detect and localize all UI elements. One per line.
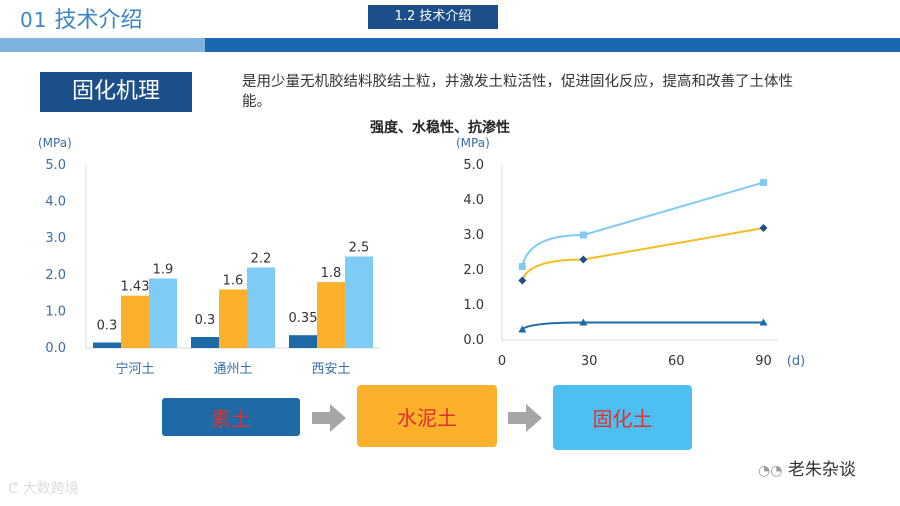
bar-data-label: 1.9 xyxy=(153,262,174,277)
y-tick-label: 1.0 xyxy=(463,298,484,313)
x-tick-label: 30 xyxy=(581,354,598,369)
bar xyxy=(191,337,219,348)
x-category-label: 宁河土 xyxy=(115,361,154,377)
bar xyxy=(219,289,247,348)
series-line xyxy=(521,181,764,267)
watermark-right: ◔◔ 老朱杂谈 xyxy=(758,455,856,480)
watermark-left-logo-icon: ᕦ xyxy=(8,481,19,497)
flow-step-cured-soil: 固化土 xyxy=(553,385,692,450)
watermark-left: ᕦ 大数跨境 xyxy=(8,478,79,498)
series-marker xyxy=(759,318,768,326)
flow-step-plain-soil-label: 素土 xyxy=(211,406,251,431)
y-tick-label: 1.0 xyxy=(45,304,66,319)
chart-heading: 强度、水稳性、抗渗性 xyxy=(370,120,510,136)
bar xyxy=(289,335,317,348)
bar-data-label: 2.5 xyxy=(349,241,370,256)
page-title: 01 技术介绍 xyxy=(20,2,142,34)
section-number: 01 xyxy=(20,8,48,32)
bar-data-label: 1.43 xyxy=(121,280,150,295)
bar-data-label: 1.6 xyxy=(223,273,244,288)
bar xyxy=(93,342,121,348)
watermark-left-text: 大数跨境 xyxy=(22,481,79,497)
series-marker xyxy=(579,231,587,239)
bar-data-label: 0.3 xyxy=(195,313,216,328)
series-marker xyxy=(579,318,588,326)
y-tick-label: 0.0 xyxy=(45,341,66,356)
flow-arrow-icon xyxy=(312,404,346,432)
bar-data-label: 1.8 xyxy=(321,266,342,281)
y-axis-label: (MPa) xyxy=(38,136,72,150)
section-tab[interactable]: 1.2 技术介绍 xyxy=(368,5,498,29)
x-tick-label: 90 xyxy=(755,354,772,369)
flow-step-cement-soil-label: 水泥土 xyxy=(397,405,457,430)
header-bar-dark xyxy=(205,38,900,52)
bar-data-label: 2.2 xyxy=(251,251,272,266)
series-marker xyxy=(518,276,527,285)
header-bar-light xyxy=(0,38,205,52)
series-marker xyxy=(759,179,767,186)
bar-data-label: 0.35 xyxy=(289,311,318,326)
series-marker xyxy=(518,263,526,270)
flow-step-plain-soil: 素土 xyxy=(162,398,300,436)
bar-chart: (MPa) 0.0 1.0 2.0 3.0 4.0 5.0 0.3 1.431.9 宁河土 0.3 1… xyxy=(38,136,380,377)
watermark-right-text: 老朱杂谈 xyxy=(787,460,856,480)
bar-data-label: 0.3 xyxy=(97,319,118,334)
y-tick-label: 5.0 xyxy=(45,158,66,173)
flow-step-cured-soil-label: 固化土 xyxy=(592,407,653,431)
y-tick-label: 4.0 xyxy=(463,193,484,208)
x-category-label: 通州土 xyxy=(213,362,252,377)
bar xyxy=(121,295,149,348)
series-line xyxy=(521,227,764,281)
x-tick-label: 0 xyxy=(498,354,506,369)
series-marker xyxy=(518,325,527,333)
y-tick-label: 3.0 xyxy=(463,228,484,243)
mechanism-label: 固化机理 xyxy=(40,72,192,112)
bar xyxy=(345,256,373,348)
x-axis-label: (d) xyxy=(787,354,805,369)
y-tick-label: 2.0 xyxy=(463,263,484,278)
y-tick-label: 4.0 xyxy=(45,195,66,210)
y-tick-label: 2.0 xyxy=(45,268,66,283)
line-chart: (MPa) 0.0 1.0 2.0 3.0 4.0 5.0 0 30 60 90 (d) xyxy=(456,136,805,369)
y-axis-label: (MPa) xyxy=(456,136,490,150)
series-marker xyxy=(579,255,588,264)
wechat-icon: ◔◔ xyxy=(758,463,783,479)
y-tick-label: 5.0 xyxy=(463,158,484,173)
bar xyxy=(317,282,345,348)
x-tick-label: 60 xyxy=(668,354,685,369)
y-tick-label: 0.0 xyxy=(463,333,484,348)
flow-arrow-icon xyxy=(508,404,542,432)
mechanism-description: 是用少量无机胶结料胶结土粒，并激发土粒活性，促进固化反应，提高和改善了土体性能。 xyxy=(242,74,793,110)
bar xyxy=(149,278,177,348)
section-title: 技术介绍 xyxy=(54,8,143,33)
y-tick-label: 3.0 xyxy=(45,231,66,246)
series-marker xyxy=(759,224,768,232)
series-line xyxy=(521,321,764,331)
bar xyxy=(247,267,275,348)
x-category-label: 西安土 xyxy=(311,362,350,377)
flow-step-cement-soil: 水泥土 xyxy=(357,385,497,447)
